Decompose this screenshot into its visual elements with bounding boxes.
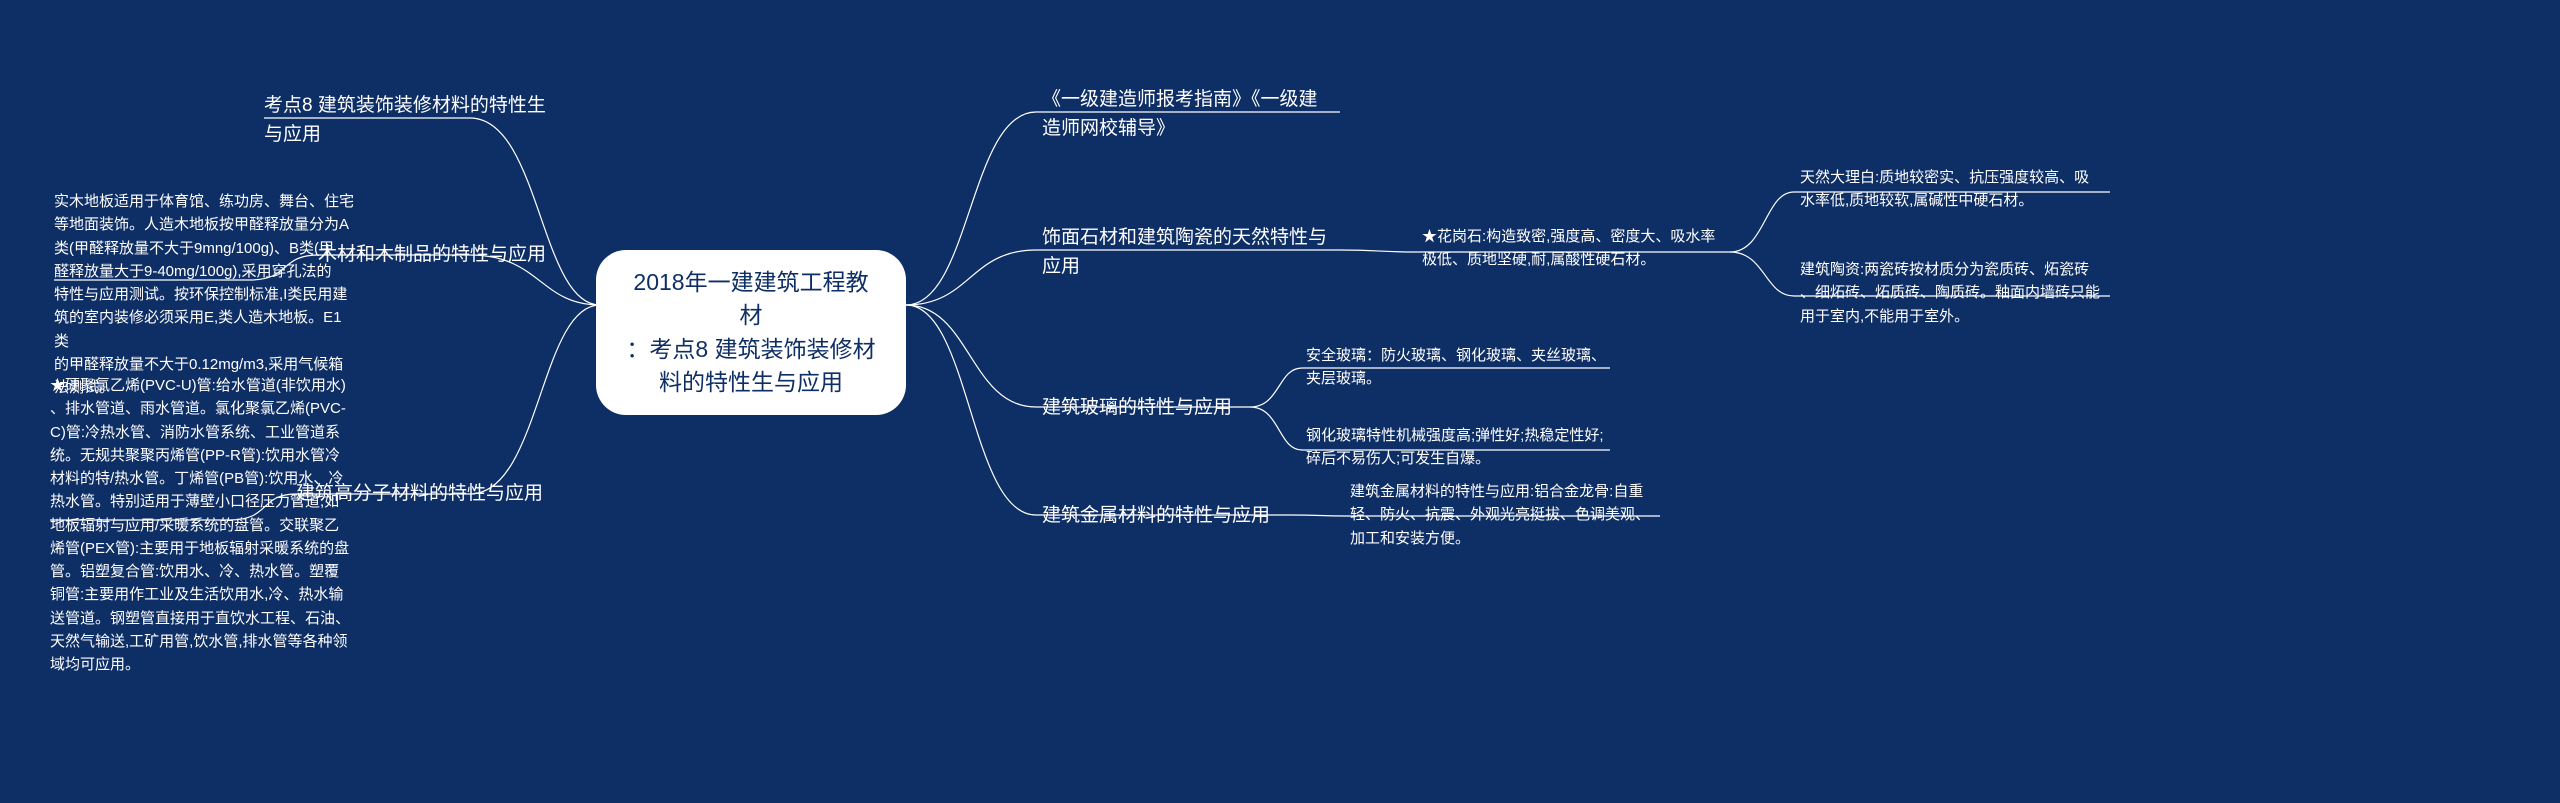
branch-right-0: 《一级建造师报考指南》《一级建 造师网校辅导》 bbox=[1042, 86, 1362, 143]
leaf-right-3-0: 建筑金属材料的特性与应用:铝合金龙骨:自重 轻、防火、抗震、外观光亮挺拔、色调美… bbox=[1350, 480, 1670, 550]
leaf-left-2-0: ★硬聚氯乙烯(PVC-U)管:给水管道(非饮用水) 、排水管道、雨水管道。氯化聚… bbox=[50, 374, 360, 676]
branch-right-3: 建筑金属材料的特性与应用 bbox=[1042, 502, 1302, 531]
branch-right-1: 饰面石材和建筑陶瓷的天然特性与 应用 bbox=[1042, 224, 1362, 281]
branch-right-2: 建筑玻璃的特性与应用 bbox=[1042, 394, 1262, 423]
branch-left-1: 木材和木制品的特性与应用 bbox=[318, 241, 568, 270]
center-node: 2018年一建建筑工程教材 ：考点8 建筑装饰装修材 料的特性生与应用 bbox=[596, 250, 906, 415]
leaf-right-1-0-sub0: 天然大理白:质地较密实、抗压强度较高、吸 水率低,质地较软,属碱性中硬石材。 bbox=[1800, 166, 2120, 213]
leaf-right-2-1: 钢化玻璃特性机械强度高;弹性好;热稳定性好; 碎后不易伤人;可发生自爆。 bbox=[1306, 424, 1626, 471]
leaf-right-1-0-sub1: 建筑陶资:两瓷砖按材质分为瓷质砖、炻瓷砖 、细炻砖、炻质砖、陶质砖。釉面内墙砖只… bbox=[1800, 258, 2120, 328]
branch-left-0: 考点8 建筑装饰装修材料的特性生 与应用 bbox=[264, 92, 564, 149]
leaf-right-2-0: 安全玻璃：防火玻璃、钢化玻璃、夹丝玻璃、 夹层玻璃。 bbox=[1306, 344, 1626, 391]
mindmap-canvas: 2018年一建建筑工程教材 ：考点8 建筑装饰装修材 料的特性生与应用 考点8 … bbox=[0, 0, 2560, 803]
leaf-right-1-0: ★花岗石:构造致密,强度高、密度大、吸水率 极低、质地坚硬,耐,属酸性硬石材。 bbox=[1422, 226, 1742, 271]
leaf-left-1-0: 实木地板适用于体育馆、练功房、舞台、住宅 等地面装饰。人造木地板按甲醛释放量分为… bbox=[54, 190, 354, 399]
